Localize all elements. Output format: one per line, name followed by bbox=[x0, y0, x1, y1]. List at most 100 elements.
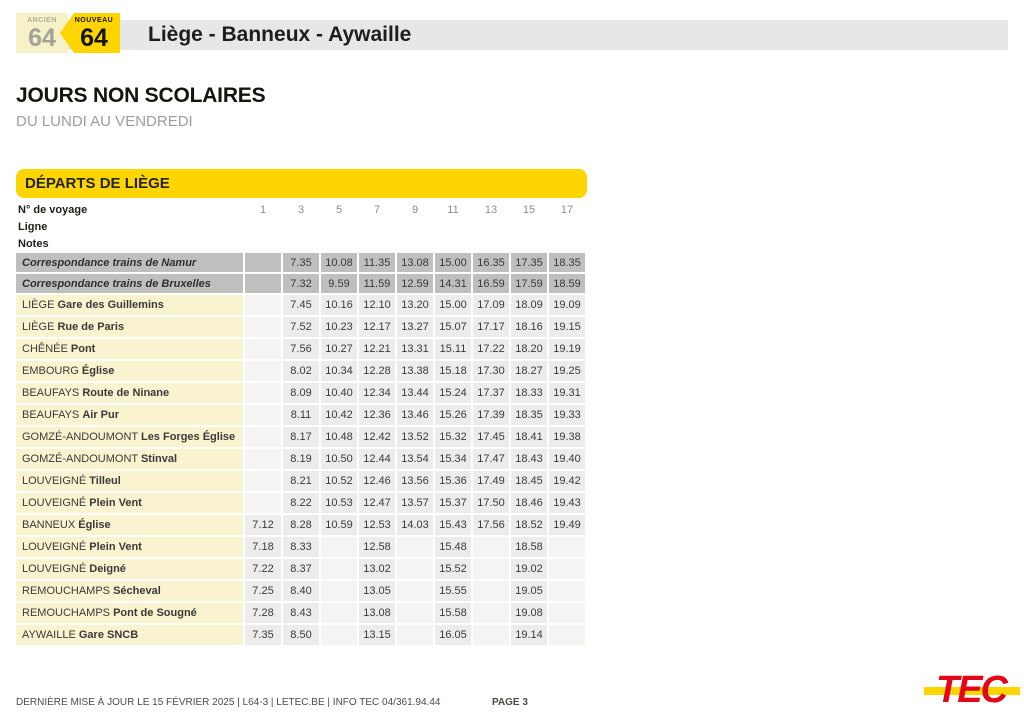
stop-name: Stinval bbox=[140, 453, 178, 465]
stop-city: LOUVEIGNÉ bbox=[22, 497, 90, 509]
trip-number-cell: 1 bbox=[259, 203, 267, 216]
time-cell: 17.09 bbox=[473, 295, 509, 315]
time-cell: 17.37 bbox=[473, 383, 509, 403]
time-cell: 8.17 bbox=[283, 427, 319, 447]
tec-logo-text: TEC bbox=[936, 669, 1008, 711]
time-cell: 15.32 bbox=[435, 427, 471, 447]
time-cell: 7.35 bbox=[245, 625, 281, 645]
time-cell: 10.27 bbox=[321, 339, 357, 359]
time-cell: 15.18 bbox=[435, 361, 471, 381]
new-line-number: 64 bbox=[80, 24, 108, 52]
trip-number-cell: 3 bbox=[297, 203, 305, 216]
time-cell: 14.03 bbox=[397, 515, 433, 535]
time-cell: 17.49 bbox=[473, 471, 509, 491]
time-cell: 13.27 bbox=[397, 317, 433, 337]
time-cell: 18.41 bbox=[511, 427, 547, 447]
time-cell: 13.56 bbox=[397, 471, 433, 491]
stop-name: Gare SNCB bbox=[78, 629, 139, 641]
time-cell: 8.37 bbox=[283, 559, 319, 579]
time-cell: 15.58 bbox=[435, 603, 471, 623]
new-line-badge: NOUVEAU 64 bbox=[60, 13, 120, 53]
time-cell: 18.27 bbox=[511, 361, 547, 381]
departures-banner: DÉPARTS DE LIÈGE bbox=[16, 169, 587, 198]
stop-city: BEAUFAYS bbox=[22, 409, 83, 421]
time-cell: 18.35 bbox=[549, 253, 585, 272]
old-line-number: 64 bbox=[28, 24, 56, 52]
time-cell: 15.43 bbox=[435, 515, 471, 535]
time-cell: 12.17 bbox=[359, 317, 395, 337]
time-cell: 10.52 bbox=[321, 471, 357, 491]
time-cell: 8.19 bbox=[283, 449, 319, 469]
time-cell: 8.02 bbox=[283, 361, 319, 381]
time-cell: 19.42 bbox=[549, 471, 585, 491]
time-cell: 19.43 bbox=[549, 493, 585, 513]
new-line-caption: NOUVEAU bbox=[74, 17, 114, 24]
stop-city: BEAUFAYS bbox=[22, 387, 83, 399]
stop-row: BEAUFAYS Route de Ninane 8.09 10.40 12.34 13… bbox=[16, 383, 585, 403]
stop-label: GOMZÉ-ANDOUMONT Les Forges Église bbox=[16, 427, 243, 447]
stop-row: GOMZÉ-ANDOUMONT Les Forges Église 8.17 10.… bbox=[16, 427, 585, 447]
time-cell: 7.32 bbox=[283, 274, 319, 293]
time-cell: 13.44 bbox=[397, 383, 433, 403]
time-cell: 8.43 bbox=[283, 603, 319, 623]
time-cell bbox=[321, 581, 357, 601]
time-cell: 10.42 bbox=[321, 405, 357, 425]
time-cell: 15.00 bbox=[435, 295, 471, 315]
time-cell bbox=[245, 383, 281, 403]
line-row: Ligne bbox=[16, 219, 585, 234]
time-cell: 7.12 bbox=[245, 515, 281, 535]
stop-row: LIÈGE Gare des Guillemins 7.45 10.16 12.10 1… bbox=[16, 295, 585, 315]
time-cell: 10.34 bbox=[321, 361, 357, 381]
time-cell: 18.16 bbox=[511, 317, 547, 337]
stop-row: LIÈGE Rue de Paris 7.52 10.23 12.17 13.27 15.… bbox=[16, 317, 585, 337]
time-cell bbox=[245, 317, 281, 337]
stop-label: LIÈGE Rue de Paris bbox=[16, 317, 243, 337]
time-cell bbox=[397, 559, 433, 579]
time-cell: 17.30 bbox=[473, 361, 509, 381]
time-cell: 12.46 bbox=[359, 471, 395, 491]
time-cell bbox=[245, 339, 281, 359]
time-cell: 13.08 bbox=[397, 253, 433, 272]
trip-number-cell: 9 bbox=[411, 203, 419, 216]
time-cell bbox=[473, 581, 509, 601]
time-cell: 12.53 bbox=[359, 515, 395, 535]
stop-city: GOMZÉ-ANDOUMONT bbox=[22, 431, 141, 443]
stop-city: EMBOURG bbox=[22, 365, 82, 377]
connection-row: Correspondance trains de Namur 7.35 10.08 1… bbox=[16, 253, 585, 272]
stop-row: GOMZÉ-ANDOUMONT Stinval 8.19 10.50 12.44 13.… bbox=[16, 449, 585, 469]
time-cell: 13.08 bbox=[359, 603, 395, 623]
time-cell: 13.38 bbox=[397, 361, 433, 381]
stop-label: BANNEUX Église bbox=[16, 515, 243, 535]
time-cell bbox=[321, 603, 357, 623]
time-cell: 13.20 bbox=[397, 295, 433, 315]
time-cell: 17.47 bbox=[473, 449, 509, 469]
time-cell: 12.36 bbox=[359, 405, 395, 425]
trip-number-label: N° de voyage bbox=[18, 203, 88, 216]
line-label: Ligne bbox=[18, 220, 48, 233]
time-cell: 13.46 bbox=[397, 405, 433, 425]
time-cell: 19.33 bbox=[549, 405, 585, 425]
time-cell: 12.21 bbox=[359, 339, 395, 359]
stop-name: Pont de Sougné bbox=[113, 607, 197, 619]
trip-number-cell: 5 bbox=[335, 203, 343, 216]
time-cell: 10.23 bbox=[321, 317, 357, 337]
stop-row: LOUVEIGNÉ Tilleul 8.21 10.52 12.46 13.56 15.3… bbox=[16, 471, 585, 491]
time-cell: 19.05 bbox=[511, 581, 547, 601]
time-cell: 18.33 bbox=[511, 383, 547, 403]
time-cell: 18.45 bbox=[511, 471, 547, 491]
stop-city: AYWAILLE bbox=[22, 629, 79, 641]
time-cell bbox=[473, 625, 509, 645]
time-cell bbox=[245, 427, 281, 447]
time-cell: 10.53 bbox=[321, 493, 357, 513]
time-cell: 13.57 bbox=[397, 493, 433, 513]
stop-label: LOUVEIGNÉ Plein Vent bbox=[16, 537, 243, 557]
time-cell: 19.31 bbox=[549, 383, 585, 403]
time-cell: 12.58 bbox=[359, 537, 395, 557]
notes-label: Notes bbox=[18, 237, 49, 250]
time-cell bbox=[245, 471, 281, 491]
stop-city: REMOUCHAMPS bbox=[22, 607, 114, 619]
stop-row: REMOUCHAMPS Sécheval 7.25 8.40 13.05 15.55 19… bbox=[16, 581, 585, 601]
time-cell bbox=[245, 295, 281, 315]
time-cell: 19.38 bbox=[549, 427, 585, 447]
time-cell: 17.50 bbox=[473, 493, 509, 513]
